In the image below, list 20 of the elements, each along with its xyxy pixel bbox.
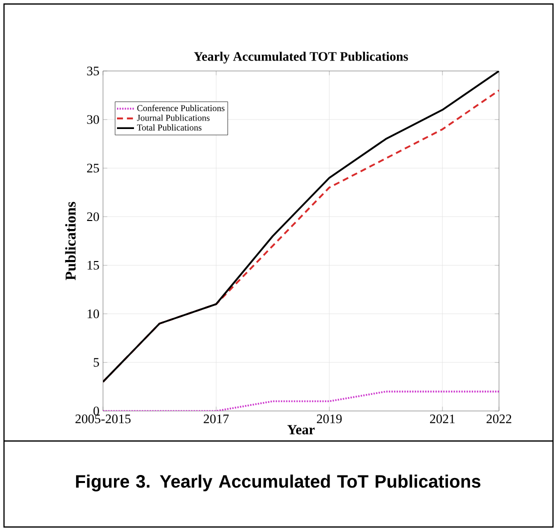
legend-label: Total Publications: [137, 124, 202, 131]
y-tick-label: 15: [88, 260, 99, 270]
chart-title: Yearly Accumulated TOT Publications: [194, 52, 408, 64]
y-tick-label: 0: [94, 406, 99, 416]
legend-label: Journal Publications: [137, 114, 210, 121]
x-tick-label: 2022: [486, 414, 512, 424]
y-tick-label: 20: [87, 212, 99, 222]
y-tick-label: 10: [88, 309, 99, 318]
y-tick-label: 5: [94, 358, 99, 367]
legend-label: Conference Publications: [137, 104, 224, 112]
y-tick-label: 25: [87, 164, 99, 172]
text: Figure 3. Yearly Accumulated ToT Publications: [76, 474, 480, 492]
x-axis-title: Year: [287, 425, 315, 434]
y-tick-label: 35: [87, 66, 99, 76]
x-tick-label: 2005-2015: [76, 414, 131, 424]
x-tick-label: 2021: [430, 414, 455, 424]
y-tick-label: 30: [87, 115, 99, 124]
x-tick-label: 2019: [316, 414, 342, 424]
x-tick-label: 2017: [204, 414, 229, 424]
y-axis-title: Publications: [65, 202, 76, 280]
